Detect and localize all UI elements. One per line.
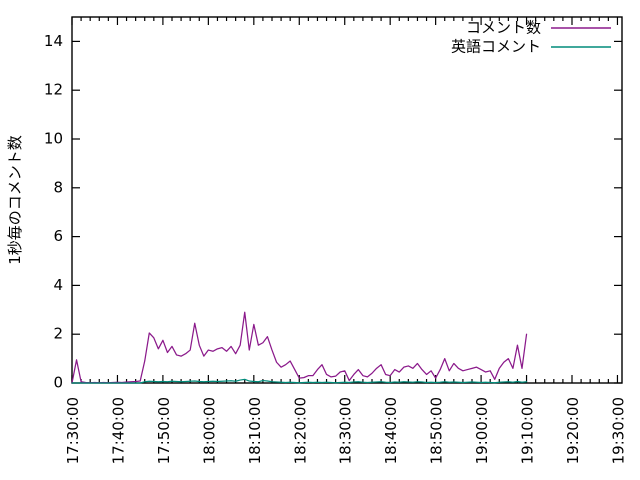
x-tick-label: 19:20:00 [564, 397, 582, 464]
y-tick-label: 8 [53, 178, 63, 196]
x-tick-label: 17:50:00 [155, 397, 173, 464]
y-axis-title: 1秒毎のコメント数 [6, 135, 24, 265]
x-tick-label: 18:30:00 [337, 397, 355, 464]
series-line-english-comments [71, 378, 528, 384]
x-tick-label: 19:00:00 [473, 397, 491, 464]
y-tick-label: 10 [44, 130, 63, 148]
x-tick-label: 17:40:00 [109, 397, 127, 464]
y-tick-label: 4 [53, 276, 63, 294]
y-tick-label: 6 [53, 227, 63, 245]
x-tick-label: 19:10:00 [519, 397, 537, 464]
y-tick-label: 0 [53, 374, 63, 392]
y-tick-label: 2 [53, 325, 63, 343]
x-tick-label: 17:30:00 [64, 397, 82, 464]
x-tick-label: 18:10:00 [246, 397, 264, 464]
series-line-comments [71, 311, 528, 384]
y-tick-label: 12 [44, 81, 63, 99]
x-tick-label: 19:30:00 [609, 397, 627, 464]
legend-label-0: コメント数 [466, 19, 541, 37]
legend-label-1: 英語コメント [451, 38, 541, 56]
y-axis-ticks: 0 2 4 6 8 10 12 14 [44, 32, 622, 392]
x-tick-label: 18:20:00 [291, 397, 309, 464]
y-tick-label: 14 [44, 32, 63, 50]
data-series-layer [71, 311, 528, 384]
x-tick-label: 18:40:00 [382, 397, 400, 464]
x-tick-label: 18:00:00 [200, 397, 218, 464]
x-axis-ticks: 17:30:00 17:40:00 17:50:00 18:00:00 18:10:00… [64, 17, 627, 464]
x-tick-label: 18:50:00 [428, 397, 446, 464]
